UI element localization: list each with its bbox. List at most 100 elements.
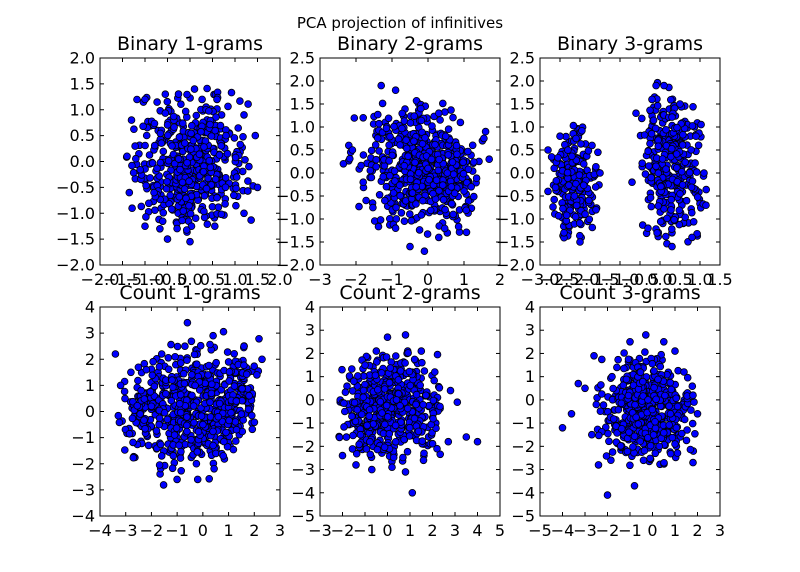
scatter-point (247, 216, 255, 224)
scatter-point (591, 183, 600, 191)
scatter-point (375, 147, 383, 155)
scatter-point (689, 103, 697, 111)
scatter-point (680, 415, 689, 424)
scatter-point (205, 107, 213, 115)
scatter-point (128, 204, 136, 213)
scatter-point (214, 412, 223, 421)
scatter-point (688, 122, 697, 130)
scatter-point (441, 132, 450, 141)
scatter-point (145, 199, 153, 208)
scatter-point (694, 141, 703, 150)
axes-frame (539, 57, 721, 266)
scatter-point (366, 437, 374, 446)
scatter-point (355, 440, 363, 449)
scatter-point (397, 418, 405, 426)
scatter-point (372, 358, 381, 366)
scatter-point (596, 169, 604, 177)
scatter-point (639, 456, 648, 465)
scatter-point (159, 481, 168, 489)
scatter-point (385, 429, 394, 438)
scatter-point (210, 464, 218, 473)
y-tick-label: 1.0 (70, 100, 95, 119)
scatter-point (417, 116, 426, 125)
scatter-point (176, 454, 185, 462)
scatter-point (150, 119, 159, 128)
scatter-point (359, 114, 368, 122)
scatter-point (173, 342, 182, 351)
scatter-point (456, 118, 465, 127)
scatter-point (377, 81, 386, 90)
scatter-point (125, 429, 134, 438)
scatter-point (394, 376, 403, 384)
scatter-point (211, 126, 220, 135)
scatter-point (353, 372, 362, 380)
scatter-point (688, 419, 697, 428)
scatter-point (444, 125, 453, 133)
scatter-point (567, 409, 576, 418)
x-tick-label: −1 (380, 270, 404, 289)
scatter-point (129, 438, 137, 447)
scatter-point (640, 131, 649, 139)
scatter-point (430, 368, 439, 376)
scatter-point (232, 397, 241, 405)
scatter-point (608, 448, 617, 456)
x-tick-label: −2 (344, 270, 368, 289)
scatter-point (632, 413, 640, 422)
scatter-point (435, 186, 443, 195)
x-tick-label: −3 (573, 521, 597, 540)
scatter-point (449, 113, 457, 122)
scatter-point (392, 203, 400, 212)
scatter-point (176, 390, 185, 399)
scatter-point (348, 146, 357, 154)
scatter-point (163, 178, 171, 186)
scatter-point (447, 199, 456, 208)
scatter-point (187, 337, 196, 346)
scatter-point (191, 381, 199, 390)
scatter-point (397, 209, 406, 217)
scatter-point (693, 230, 701, 238)
scatter-point (568, 152, 576, 161)
scatter-point (382, 124, 391, 133)
scatter-point (206, 398, 214, 407)
scatter-point (584, 147, 593, 155)
scatter-point (563, 168, 572, 177)
scatter-point (410, 112, 419, 120)
scatter-point (123, 152, 131, 161)
scatter-point (221, 200, 229, 208)
scatter-point (366, 166, 375, 175)
scatter-point (199, 420, 207, 429)
scatter-point (190, 418, 198, 427)
scatter-point (258, 355, 266, 364)
scatter-point (180, 379, 189, 388)
scatter-point (207, 389, 216, 398)
scatter-point (359, 151, 368, 159)
scatter-point (375, 191, 384, 199)
scatter-point (646, 441, 655, 450)
scatter-point (649, 116, 658, 125)
scatter-point (179, 207, 188, 215)
subplot-3: −3.0−2.5−2.0−1.5−1.0−0.50.00.51.01.5−2.0… (496, 33, 733, 289)
scatter-point (462, 433, 471, 441)
scatter-point (464, 165, 473, 174)
scatter-point (454, 222, 463, 231)
scatter-point (427, 155, 436, 164)
scatter-point (216, 121, 225, 130)
scatter-point (444, 437, 453, 446)
scatter-point (245, 162, 253, 171)
scatter-point (232, 184, 240, 193)
scatter-point (134, 363, 143, 372)
scatter-point (585, 196, 593, 205)
scatter-point (644, 396, 652, 404)
scatter-point (188, 391, 196, 400)
scatter-point (619, 381, 628, 390)
y-tick-label: 2.0 (510, 72, 535, 91)
scatter-point (185, 202, 193, 210)
scatter-point (389, 453, 398, 462)
scatter-point (345, 154, 354, 163)
scatter-point (432, 176, 441, 185)
x-tick-label: 3 (715, 521, 725, 540)
scatter-point (435, 155, 443, 164)
x-tick-label: −5 (528, 521, 552, 540)
scatter-point (133, 95, 141, 104)
